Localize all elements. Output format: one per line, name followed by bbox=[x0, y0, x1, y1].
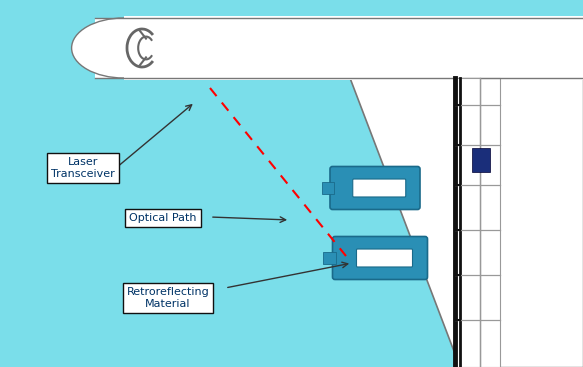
Polygon shape bbox=[350, 78, 583, 367]
Bar bbox=[124, 16, 583, 80]
FancyBboxPatch shape bbox=[356, 249, 413, 267]
Bar bbox=[95, 18, 583, 78]
Bar bbox=[480, 78, 500, 367]
FancyBboxPatch shape bbox=[330, 167, 420, 210]
Bar bbox=[472, 148, 490, 172]
Text: Optical Path: Optical Path bbox=[129, 213, 196, 223]
Bar bbox=[455, 78, 480, 367]
Bar bbox=[322, 182, 333, 194]
Text: Laser
Transceiver: Laser Transceiver bbox=[51, 157, 115, 179]
Ellipse shape bbox=[72, 18, 175, 78]
FancyBboxPatch shape bbox=[353, 179, 406, 197]
FancyBboxPatch shape bbox=[332, 236, 427, 280]
Bar bbox=[324, 252, 336, 264]
Text: Retroreflecting
Material: Retroreflecting Material bbox=[127, 287, 209, 309]
